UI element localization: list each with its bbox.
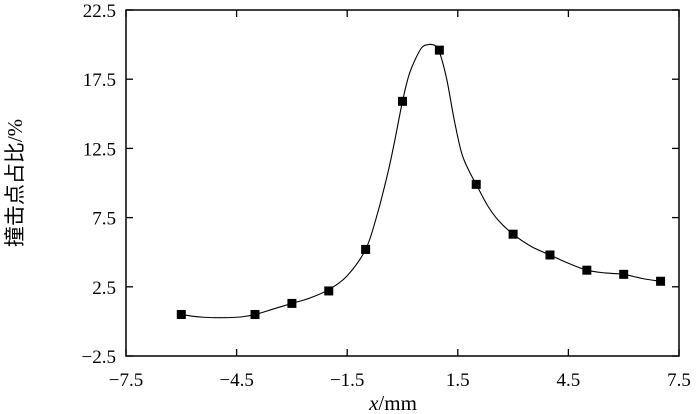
- data-markers: [176, 45, 666, 319]
- data-point: [508, 229, 518, 239]
- data-point: [324, 286, 334, 296]
- x-axis-title: x/mm: [368, 391, 417, 414]
- data-point: [250, 309, 260, 319]
- data-point: [434, 45, 444, 55]
- x-tick-label: 7.5: [667, 370, 691, 391]
- data-point: [545, 250, 555, 260]
- y-tick-label: −2.5: [82, 347, 116, 368]
- x-tick-label: −7.5: [109, 370, 143, 391]
- x-axis-var: x: [368, 391, 379, 414]
- y-tick-label: 17.5: [83, 70, 116, 91]
- x-tick-label: −4.5: [219, 370, 253, 391]
- x-tick-label: 4.5: [557, 370, 581, 391]
- data-point: [361, 244, 371, 254]
- y-tick-label: 2.5: [92, 278, 116, 299]
- data-point: [176, 309, 186, 319]
- fit-curve: [181, 43, 661, 319]
- plot-area: [125, 9, 680, 357]
- data-point: [398, 96, 407, 106]
- data-point: [287, 298, 297, 308]
- tick-labels: −7.5 −4.5 −1.5 1.5 4.5 7.5 22.5 17.5 12.5 7.5 2.5 −…: [82, 1, 691, 391]
- x-tick-label: 1.5: [446, 370, 470, 391]
- y-tick-label: 12.5: [83, 139, 116, 160]
- axis-ticks: [125, 9, 680, 357]
- data-point: [619, 269, 629, 279]
- data-point: [471, 179, 481, 189]
- data-point: [582, 265, 592, 275]
- x-axis-unit: /mm: [378, 391, 417, 414]
- plot-frame: [125, 9, 680, 357]
- x-tick-label: −1.5: [330, 370, 364, 391]
- y-tick-label: 7.5: [92, 209, 116, 230]
- y-axis-title: 撞击点占比/%: [3, 119, 27, 247]
- y-tick-label: 22.5: [83, 1, 116, 22]
- data-point: [656, 276, 666, 286]
